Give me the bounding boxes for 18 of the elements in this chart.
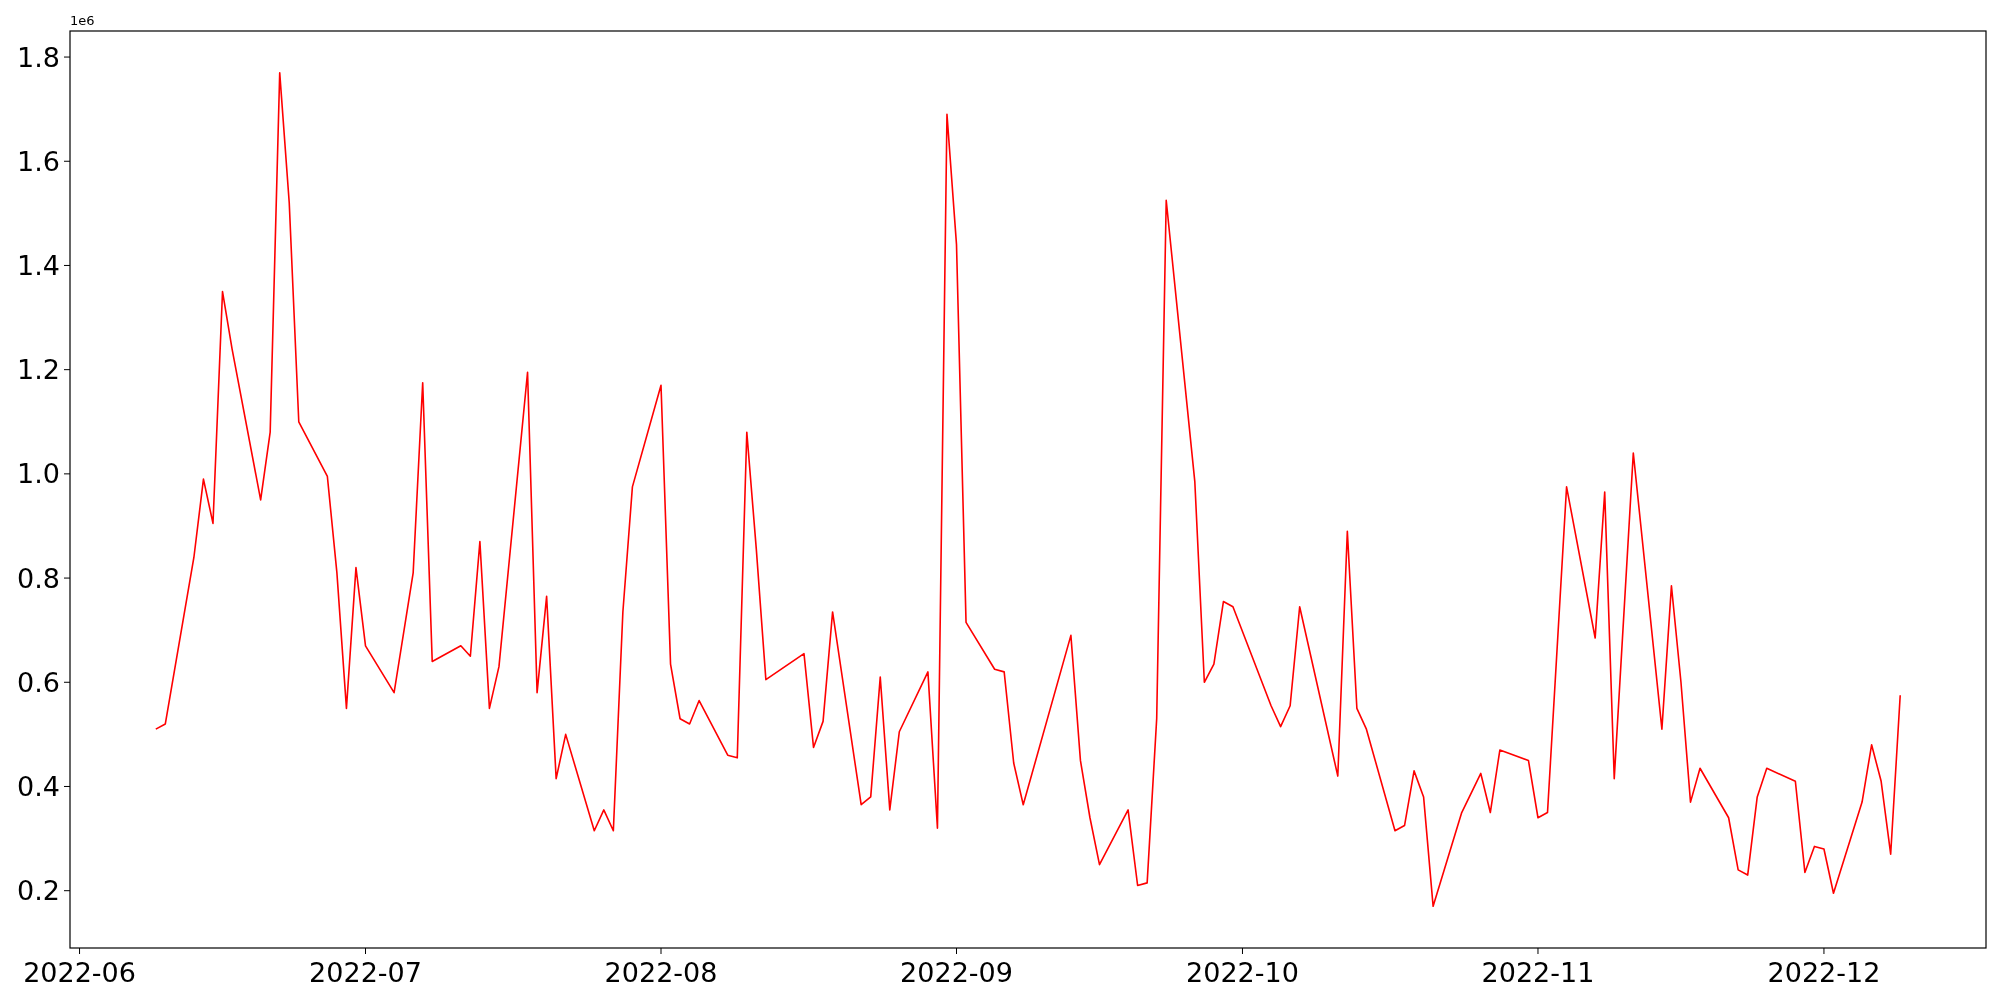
y-tick-label: 1.0	[17, 458, 60, 490]
x-tick-label: 2022-10	[1186, 957, 1299, 988]
x-tick-label: 2022-08	[604, 957, 718, 988]
y-tick-label: 0.8	[17, 562, 60, 594]
text: 1e6	[70, 13, 95, 28]
line-series	[154, 71, 1902, 908]
x-tick-label: 2022-09	[900, 957, 1013, 988]
y-tick-label: 1.8	[17, 41, 60, 73]
y-tick-label: 0.4	[17, 770, 60, 802]
x-tick-label: 2022-12	[1767, 957, 1881, 988]
x-tick-label: 2022-06	[23, 957, 136, 988]
y-tick-label: 1.2	[17, 354, 60, 386]
x-tick-label: 2022-11	[1481, 957, 1595, 988]
x-tick-label: 2022-07	[309, 957, 422, 988]
y-tick-label: 1.6	[17, 145, 60, 177]
y-tick-label: 0.2	[17, 875, 60, 907]
y-tick-label: 1.4	[17, 249, 60, 281]
y-tick-label: 0.6	[17, 666, 60, 698]
